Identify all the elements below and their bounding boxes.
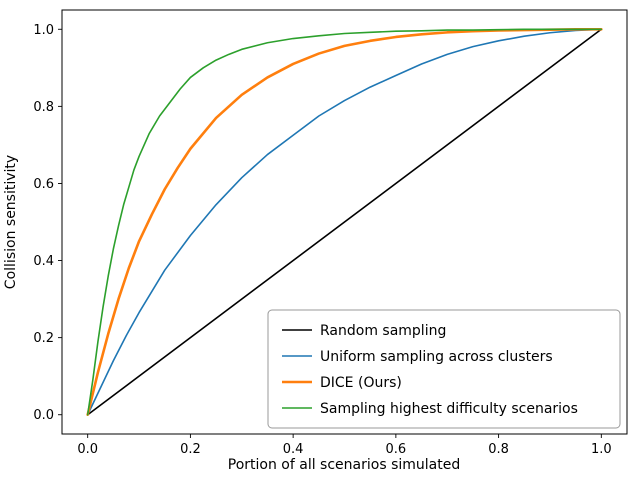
plot-area: 0.0 0.2 0.4 0.6 0.8 1.0 0.0 0.2 0.4 0.6 0.8 1.0 Rand…	[33, 9, 628, 457]
y-tick-label: 0.6	[33, 177, 54, 192]
x-tick-label: 0.8	[488, 442, 509, 457]
y-tick-label: 0.2	[33, 331, 54, 346]
series-line-sampling-highest-difficulty-scenarios	[86, 28, 603, 416]
y-tick-label: 0.8	[33, 100, 54, 115]
series-line-dice-ours-	[86, 27, 603, 417]
legend-label: DICE (Ours)	[320, 375, 402, 391]
x-axis-label: Portion of all scenarios simulated	[228, 457, 460, 473]
series-line-uniform-sampling-across-clusters	[86, 28, 603, 416]
legend-box	[267, 309, 621, 429]
series-line-random-sampling	[86, 28, 603, 416]
y-tick-label: 0.0	[33, 408, 54, 423]
x-tick-label: 1.0	[591, 442, 612, 457]
x-tick-label: 0.0	[77, 442, 98, 457]
y-tick-label: 1.0	[33, 23, 54, 38]
x-tick-label: 0.2	[180, 442, 201, 457]
y-tick-label: 0.4	[33, 254, 54, 269]
legend-label: Sampling highest difficulty scenarios	[320, 401, 578, 417]
x-tick-label: 0.4	[283, 442, 304, 457]
y-axis-label: Collision sensitivity	[3, 155, 19, 289]
legend-label: Uniform sampling across clusters	[320, 349, 553, 365]
legend-label: Random sampling	[320, 323, 446, 339]
x-tick-label: 0.6	[386, 442, 407, 457]
